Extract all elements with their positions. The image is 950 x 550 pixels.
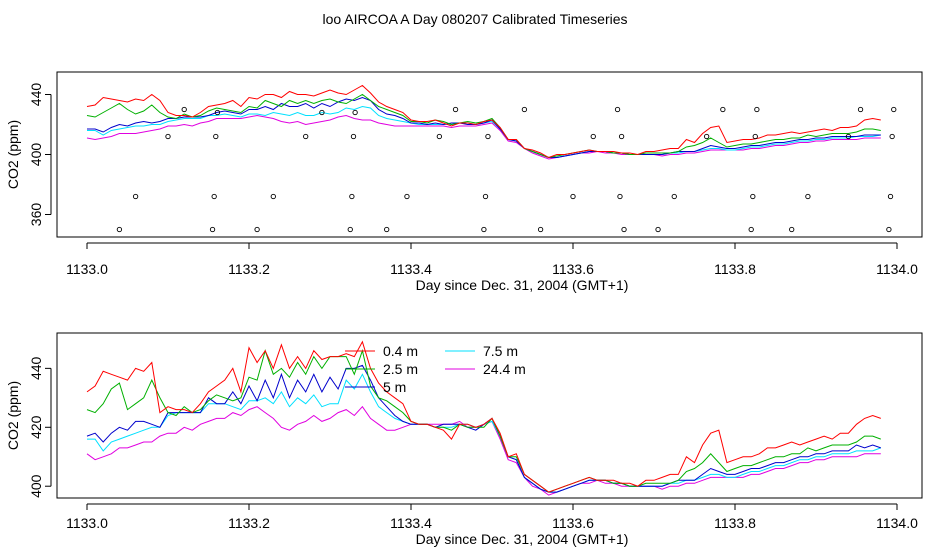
data-point bbox=[384, 226, 390, 233]
data-point bbox=[570, 193, 576, 200]
chart-main-title: loo AIRCOA A Day 080207 Calibrated Times… bbox=[322, 11, 628, 27]
data-point bbox=[671, 193, 677, 200]
x-tick-label: 1133.8 bbox=[714, 515, 756, 531]
y-tick-label: 360 bbox=[28, 203, 44, 227]
data-point bbox=[590, 133, 596, 140]
data-point bbox=[116, 226, 123, 233]
data-point bbox=[537, 226, 544, 233]
data-point bbox=[352, 109, 358, 116]
x-tick-label: 1134.0 bbox=[876, 515, 918, 531]
data-point bbox=[655, 226, 661, 233]
x-tick-label: 1133.0 bbox=[66, 261, 108, 277]
data-point bbox=[319, 109, 325, 116]
data-point bbox=[889, 133, 895, 140]
data-point bbox=[482, 193, 489, 200]
series-line-2-5-m bbox=[86, 348, 881, 493]
data-point bbox=[165, 133, 171, 140]
data-point bbox=[214, 109, 221, 116]
data-point bbox=[521, 106, 528, 113]
legend-label: 2.5 m bbox=[383, 361, 418, 377]
data-point bbox=[485, 133, 491, 140]
data-point bbox=[887, 193, 894, 200]
data-point bbox=[617, 193, 623, 200]
y-axis-label: CO2 (ppm) bbox=[5, 381, 21, 450]
panel-bottom: 1133.0 1133.2 1133.4 1133.6 1133.8 1134.0 Day … bbox=[5, 332, 923, 547]
data-point bbox=[789, 226, 795, 233]
data-point bbox=[404, 193, 410, 200]
data-point bbox=[270, 193, 276, 200]
y-tick-label: 440 bbox=[28, 356, 44, 380]
data-point bbox=[886, 226, 892, 233]
data-point bbox=[347, 226, 353, 233]
data-point bbox=[452, 106, 459, 113]
series-line-0-4-m bbox=[86, 340, 881, 493]
data-point bbox=[181, 106, 187, 113]
data-point bbox=[621, 226, 627, 233]
series-line-0-4-m bbox=[86, 84, 881, 159]
panel-top: 1133.0 1133.2 1133.4 1133.6 1133.8 1134.0 Day … bbox=[5, 71, 923, 293]
data-point bbox=[350, 133, 357, 140]
legend-label: 24.4 m bbox=[483, 361, 526, 377]
data-point bbox=[481, 226, 487, 233]
data-point bbox=[213, 133, 219, 140]
data-point bbox=[720, 106, 726, 113]
y-tick-label: 400 bbox=[28, 143, 44, 167]
y-tick-label: 400 bbox=[28, 474, 44, 498]
data-point bbox=[891, 106, 897, 113]
x-axis-label: Day since Dec. 31, 2004 (GMT+1) bbox=[416, 531, 629, 547]
data-point bbox=[805, 193, 811, 200]
x-tick-label: 1133.2 bbox=[228, 515, 270, 531]
data-point bbox=[211, 193, 217, 200]
legend-label: 0.4 m bbox=[383, 343, 418, 359]
x-tick-label: 1133.2 bbox=[228, 261, 270, 277]
series-line-24-4-m bbox=[86, 114, 881, 160]
data-point bbox=[349, 193, 355, 200]
data-point bbox=[436, 133, 442, 140]
data-point bbox=[857, 106, 864, 113]
x-tick-label: 1133.0 bbox=[66, 515, 108, 531]
x-tick-label: 1134.0 bbox=[876, 261, 918, 277]
data-point bbox=[132, 193, 139, 200]
x-tick-label: 1133.4 bbox=[390, 261, 432, 277]
data-point bbox=[614, 106, 621, 113]
data-point bbox=[704, 133, 710, 140]
series-line-24-4-m bbox=[86, 405, 881, 496]
x-tick-label: 1133.4 bbox=[390, 515, 432, 531]
x-tick-label: 1133.6 bbox=[552, 261, 594, 277]
x-tick-label: 1133.8 bbox=[714, 261, 756, 277]
data-point bbox=[752, 133, 758, 140]
data-point bbox=[303, 133, 309, 140]
x-tick-label: 1133.6 bbox=[552, 515, 594, 531]
x-axis-label: Day since Dec. 31, 2004 (GMT+1) bbox=[416, 277, 629, 293]
series-line-7-5-m bbox=[87, 105, 881, 158]
y-axis-label: CO2 (ppm) bbox=[5, 120, 21, 189]
data-point bbox=[748, 226, 754, 233]
data-point bbox=[209, 226, 216, 233]
plot-frame bbox=[56, 332, 923, 499]
legend-label: 7.5 m bbox=[483, 343, 518, 359]
data-point bbox=[618, 133, 625, 140]
plot-frame bbox=[56, 71, 923, 238]
data-point bbox=[750, 193, 756, 200]
legend-label: 5 m bbox=[383, 379, 406, 395]
y-tick-label: 440 bbox=[28, 83, 44, 107]
y-tick-label: 420 bbox=[28, 415, 44, 439]
series-line-7-5-m bbox=[87, 373, 881, 493]
data-point bbox=[254, 226, 260, 233]
data-point bbox=[845, 133, 852, 140]
data-point bbox=[754, 106, 760, 113]
